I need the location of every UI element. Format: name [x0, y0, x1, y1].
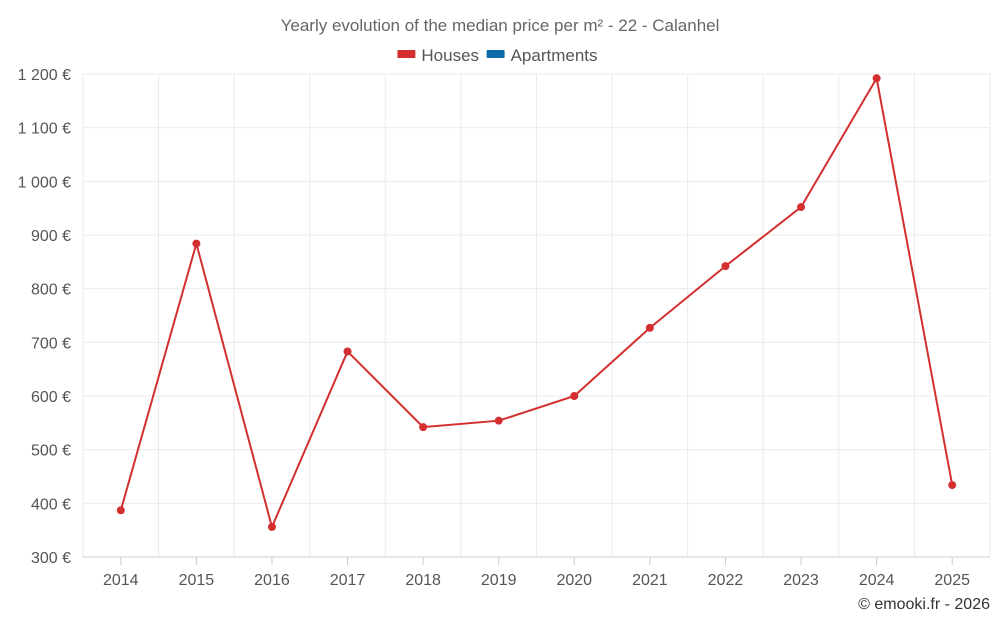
x-tick-label: 2023	[783, 572, 819, 589]
y-tick-label: 700 €	[31, 335, 71, 352]
y-tick-label: 1 000 €	[18, 174, 71, 191]
x-tick-label: 2020	[556, 572, 592, 589]
data-point	[645, 323, 654, 332]
legend-swatch-apartments	[486, 50, 505, 58]
y-tick-label: 1 100 €	[18, 121, 71, 138]
credit-text: © emooki.fr - 2026	[858, 596, 990, 613]
data-point	[721, 262, 730, 271]
y-tick-label: 900 €	[31, 228, 71, 245]
data-point	[570, 392, 579, 400]
x-tick-label: 2018	[405, 572, 441, 589]
legend: Houses Apartments	[397, 46, 598, 65]
x-axis: 2014 2015 2016 2017 2018 2019 2020 2021 2022 2023…	[83, 556, 990, 589]
data-point	[797, 203, 806, 212]
y-tick-label: 400 €	[31, 496, 71, 513]
series-line-houses	[119, 75, 954, 530]
data-point	[267, 522, 276, 531]
y-axis: 300 € 400 € 500 € 600 € 700 € 800 € 900 € 1 000…	[18, 67, 71, 567]
x-tick-label: 2015	[179, 572, 215, 589]
y-tick-label: 500 €	[31, 443, 71, 460]
data-point	[419, 423, 428, 432]
x-tick-label: 2021	[632, 572, 668, 589]
x-tick-label: 2025	[934, 572, 970, 589]
legend-swatch-houses	[397, 50, 416, 58]
chart-title: Yearly evolution of the median price per…	[281, 16, 720, 35]
x-tick-label: 2022	[708, 572, 744, 589]
x-tick-label: 2014	[103, 572, 139, 589]
series-group	[116, 74, 957, 531]
y-tick-label: 300 €	[31, 550, 71, 567]
y-tick-label: 800 €	[31, 282, 71, 299]
data-point	[116, 506, 125, 515]
x-tick-label: 2024	[859, 572, 895, 589]
y-tick-label: 600 €	[31, 389, 71, 406]
x-tick-label: 2017	[330, 572, 366, 589]
data-point	[192, 239, 201, 248]
data-point	[948, 481, 957, 490]
x-tick-label: 2019	[481, 572, 517, 589]
legend-label-houses: Houses	[421, 46, 479, 65]
data-point	[872, 74, 881, 83]
legend-label-apartments: Apartments	[511, 46, 598, 65]
gridlines	[82, 73, 991, 557]
y-tick-label: 1 200 €	[18, 67, 71, 84]
data-point	[343, 347, 352, 356]
data-point	[494, 416, 503, 425]
x-tick-label: 2016	[254, 572, 290, 589]
